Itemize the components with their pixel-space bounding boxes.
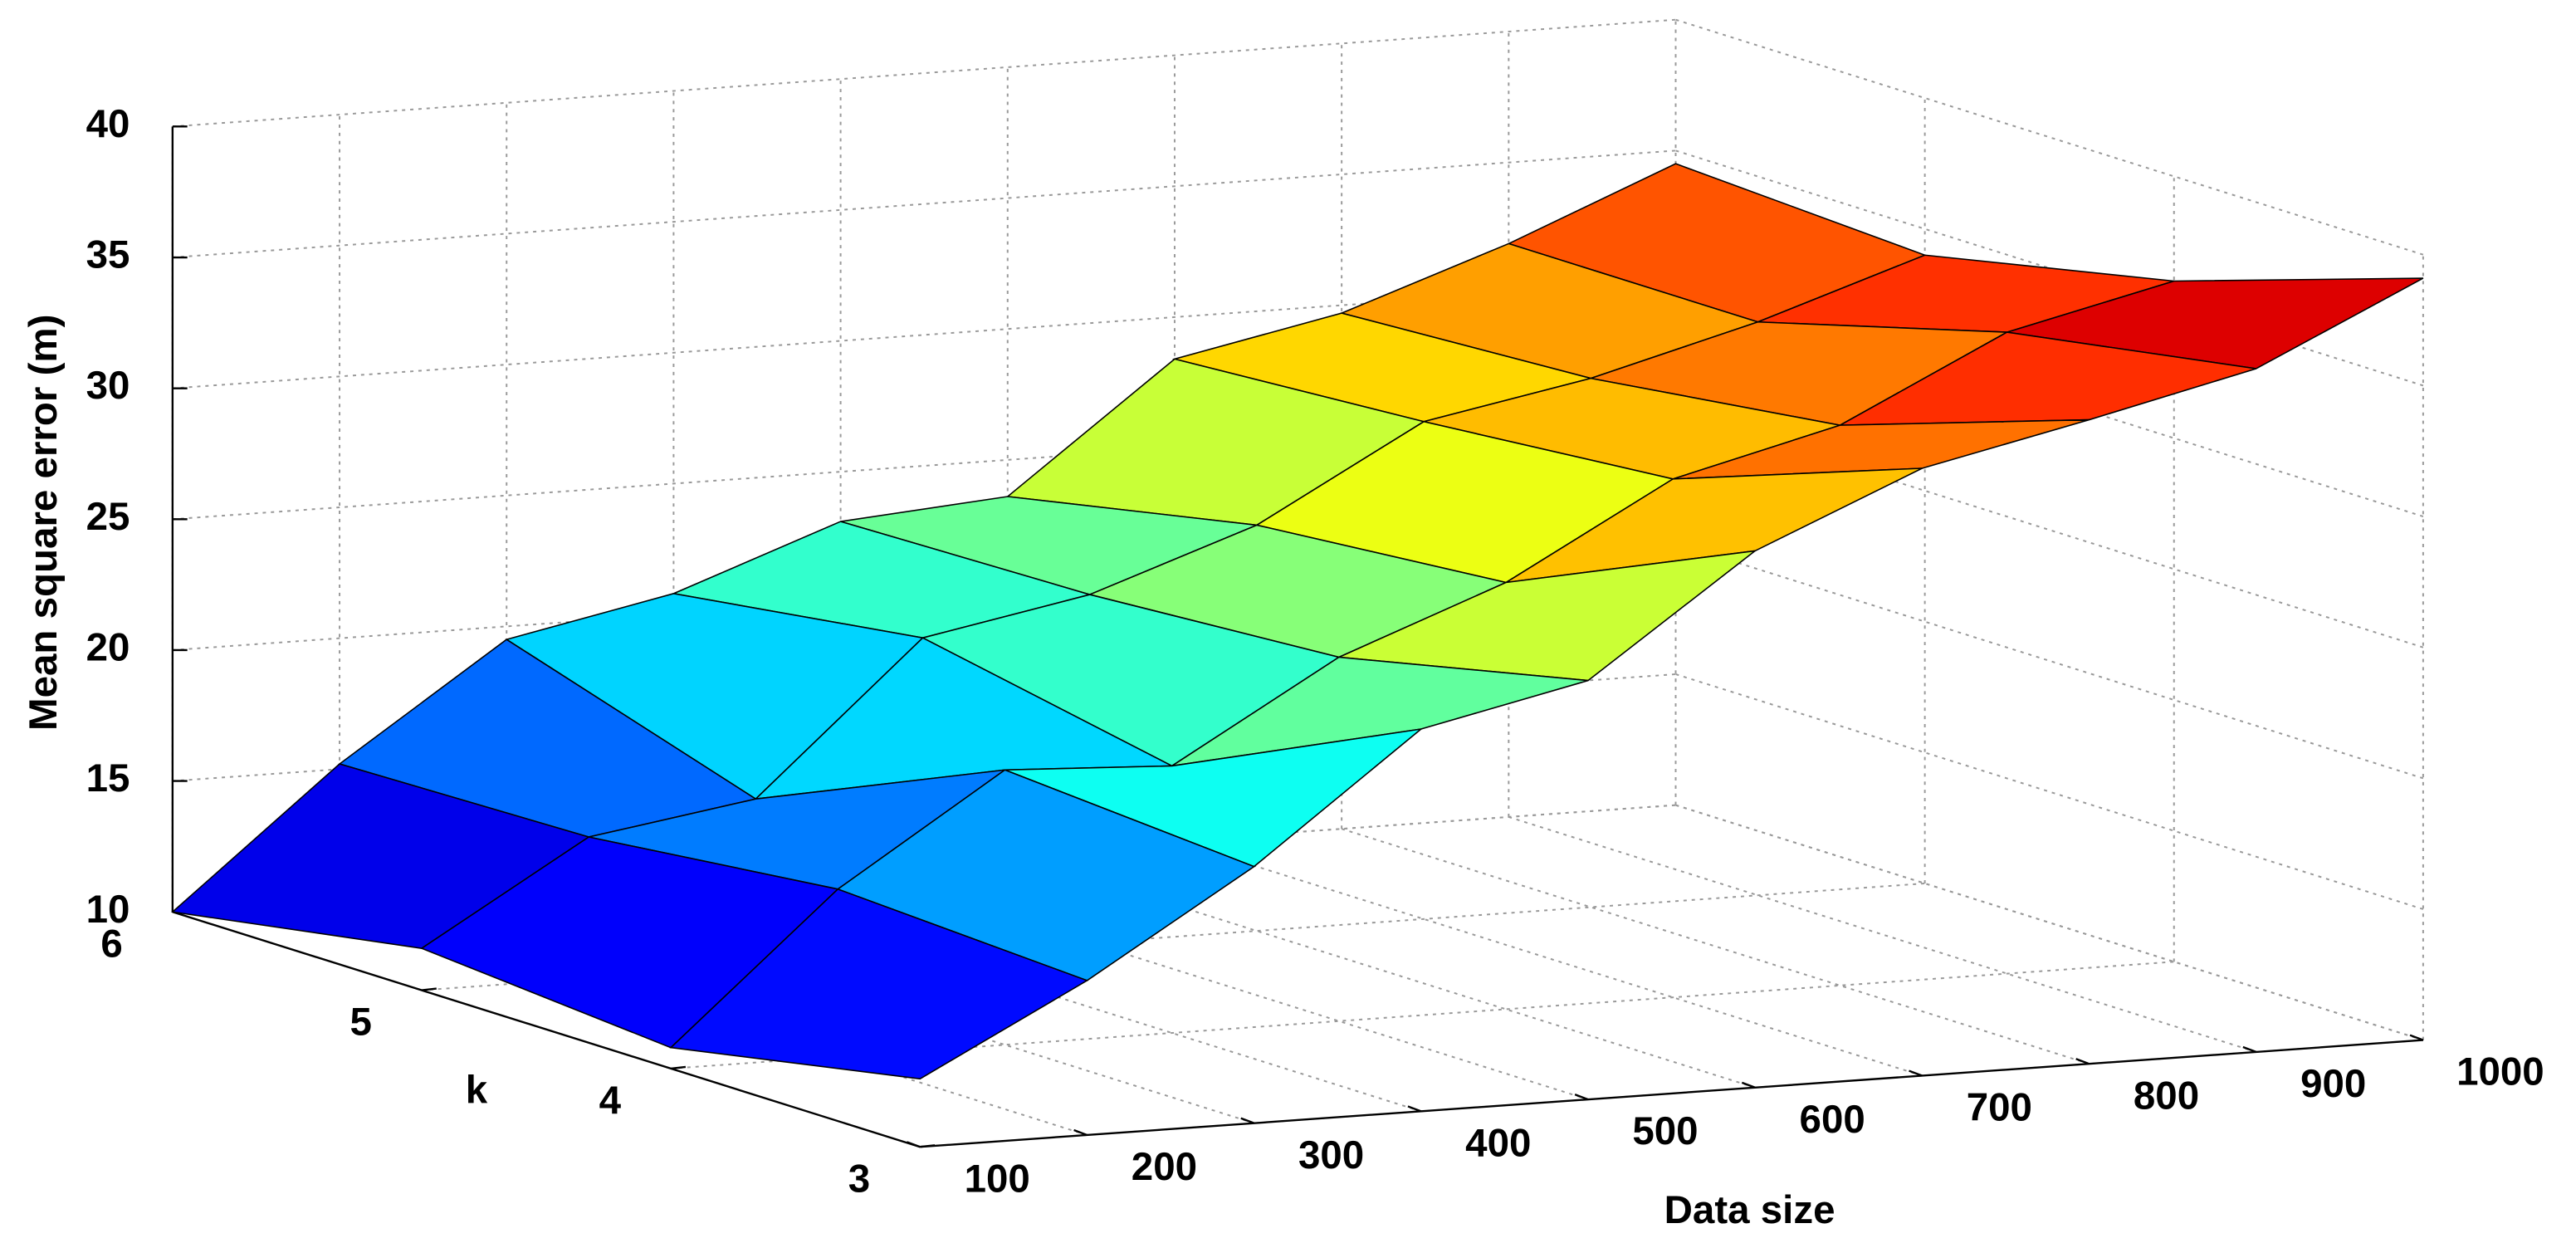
wall-grid-line: [172, 18, 1676, 128]
x-tick-label: 400: [1465, 1121, 1531, 1165]
x-tick: [1741, 1081, 1756, 1089]
x-tick-label: 600: [1800, 1098, 1865, 1142]
x-tick: [1073, 1128, 1088, 1137]
z-tick-label: 15: [86, 756, 130, 800]
floor-grid-line: [1508, 815, 2256, 1053]
floor-grid-line: [1174, 839, 1923, 1077]
x-tick: [1574, 1094, 1589, 1101]
wall-grid-line: [172, 149, 1676, 259]
z-tick-label: 25: [86, 495, 130, 539]
x-tick: [2409, 1034, 2424, 1041]
x-axis: [920, 1039, 2423, 1148]
x-tick-label: 200: [1132, 1145, 1197, 1189]
x-tick-label: 1000: [2456, 1050, 2544, 1094]
z-axis-label: Mean square error (m): [22, 315, 66, 731]
surface: [171, 163, 2424, 1080]
wall-grid-line: [1675, 673, 2424, 910]
y-axis-label: k: [466, 1068, 488, 1112]
z-tick-label: 20: [86, 626, 130, 670]
y-tick-label: 3: [848, 1157, 870, 1201]
y-tick-label: 4: [599, 1079, 622, 1123]
x-tick: [2075, 1058, 2090, 1065]
z-tick-label: 40: [86, 102, 130, 146]
y-tick: [920, 1144, 936, 1148]
x-tick: [906, 1141, 921, 1148]
x-tick: [1240, 1117, 1255, 1124]
x-tick: [2242, 1045, 2257, 1054]
wall-grid-line: [1675, 804, 2424, 1041]
y-tick: [670, 1065, 687, 1070]
floor-grid-line: [1341, 828, 2090, 1065]
y-tick: [421, 987, 437, 991]
y-tick-label: 6: [100, 922, 122, 966]
x-tick-label: 900: [2300, 1062, 2366, 1106]
labels-layer: 10 15 20 25 30 35 40 3 4 5 6 100 200 300 400 500 600 700 8…: [86, 102, 2544, 1201]
grid-layer: [171, 18, 2424, 1148]
z-tick-label: 10: [86, 888, 130, 932]
z-tick-label: 35: [86, 233, 130, 277]
x-tick: [1407, 1105, 1422, 1113]
x-axis-label: Data size: [1664, 1188, 1835, 1232]
x-tick-label: 100: [965, 1157, 1030, 1201]
y-axis: [172, 911, 921, 1148]
wall-grid-line: [1675, 542, 2424, 780]
x-tick-label: 800: [2134, 1074, 2199, 1118]
surface-face: [669, 888, 1089, 1080]
y-tick-label: 5: [350, 1001, 372, 1045]
x-tick-label: 300: [1298, 1133, 1364, 1177]
x-tick: [1909, 1069, 1923, 1077]
x-tick-label: 500: [1632, 1109, 1698, 1153]
x-tick-label: 700: [1967, 1086, 2032, 1130]
z-tick-label: 30: [86, 364, 130, 408]
